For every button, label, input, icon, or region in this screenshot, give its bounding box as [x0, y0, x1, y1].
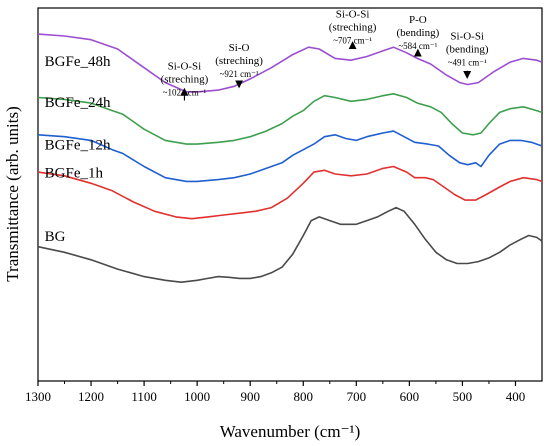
series-line-BG [37, 206, 543, 283]
x-tick-label-1000: 1000 [184, 389, 210, 404]
annotation-3-line-0: P-O [409, 14, 427, 26]
y-axis-title: Transmittance (arb. units) [3, 106, 22, 281]
annotation-3-line-1: (bending) [396, 27, 439, 39]
annotation-2-wavenumber: ~707 cm⁻¹ [333, 35, 372, 45]
plot-frame [37, 7, 543, 382]
annotation-3-wavenumber: ~584 cm⁻¹ [398, 41, 437, 51]
annotation-1-line-1: (streching) [215, 55, 263, 67]
x-tick-label-1300: 1300 [25, 389, 51, 404]
annotation-4-line-0: Si-O-Si [450, 31, 484, 43]
series-layer: BGFe_48h BGFe_24h BGFe_12h BGFe_1h BG [37, 33, 543, 283]
x-axis-title: Wavenumber (cm⁻¹) [220, 422, 361, 441]
annotation-0-line-0: Si-O-Si [168, 61, 202, 73]
annotation-0-line-1: (streching) [161, 74, 209, 86]
series-label-BGFe_1h: BGFe_1h [45, 166, 104, 182]
series-line-BGFe_12h [37, 130, 543, 183]
annotation-4-line-1: (bending) [446, 44, 489, 56]
x-tick-label-1100: 1100 [131, 389, 157, 404]
x-tick-label-500: 500 [453, 389, 473, 404]
series-label-BGFe_24h: BGFe_24h [45, 95, 111, 111]
series-label-BG: BG [45, 229, 66, 245]
x-axis: 1300 1200 1100 1000 900 800 700 600 500 400 [25, 381, 525, 404]
annotation-2-line-1: (streching) [329, 21, 377, 33]
x-tick-label-600: 600 [400, 389, 420, 404]
series-line-BGFe_48h [37, 33, 543, 93]
x-tick-label-800: 800 [294, 389, 314, 404]
series-label-BGFe_48h: BGFe_48h [45, 54, 111, 70]
annotation-1-wavenumber: ~921 cm⁻¹ [220, 69, 259, 79]
annotation-layer: Si-O-Si(streching)~1024 cm⁻¹Si-O(strechi… [161, 8, 489, 101]
annotation-2-line-0: Si-O-Si [336, 8, 370, 20]
series-line-BGFe_24h [37, 93, 543, 145]
x-tick-label-700: 700 [347, 389, 367, 404]
annotation-4-wavenumber: ~491 cm⁻¹ [448, 58, 487, 68]
series-label-BGFe_12h: BGFe_12h [45, 138, 111, 154]
x-tick-label-900: 900 [240, 389, 260, 404]
x-tick-label-400: 400 [506, 389, 526, 404]
x-tick-label-1200: 1200 [78, 389, 104, 404]
series-line-BGFe_1h [37, 165, 543, 220]
annotation-1-line-0: Si-O [229, 42, 250, 54]
